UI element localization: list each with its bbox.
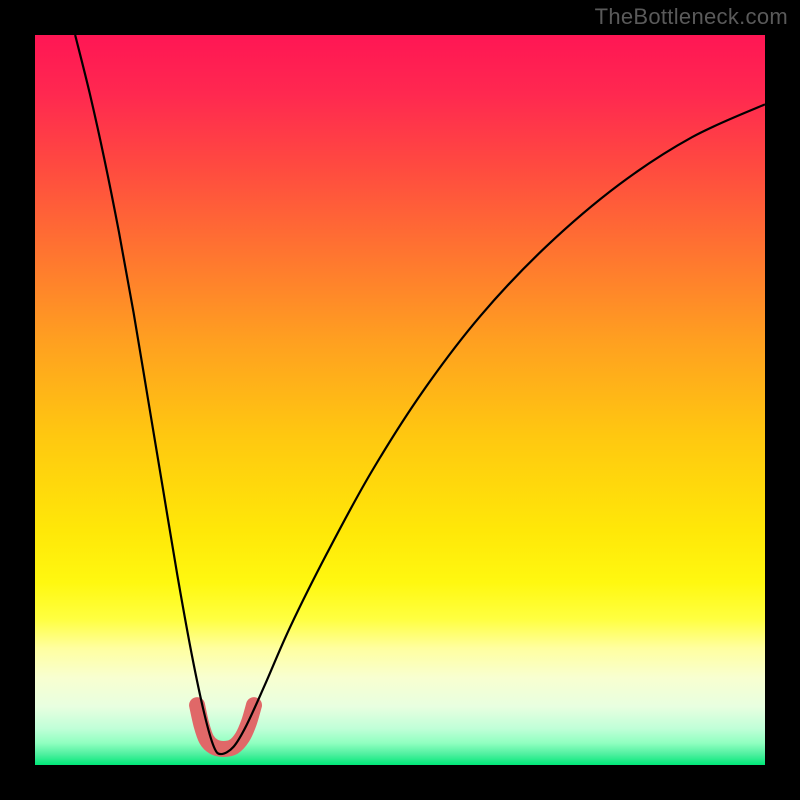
watermark-text: TheBottleneck.com [595,4,788,30]
bottleneck-curve [75,35,765,754]
plot-area [35,35,765,765]
curve-layer [35,35,765,765]
